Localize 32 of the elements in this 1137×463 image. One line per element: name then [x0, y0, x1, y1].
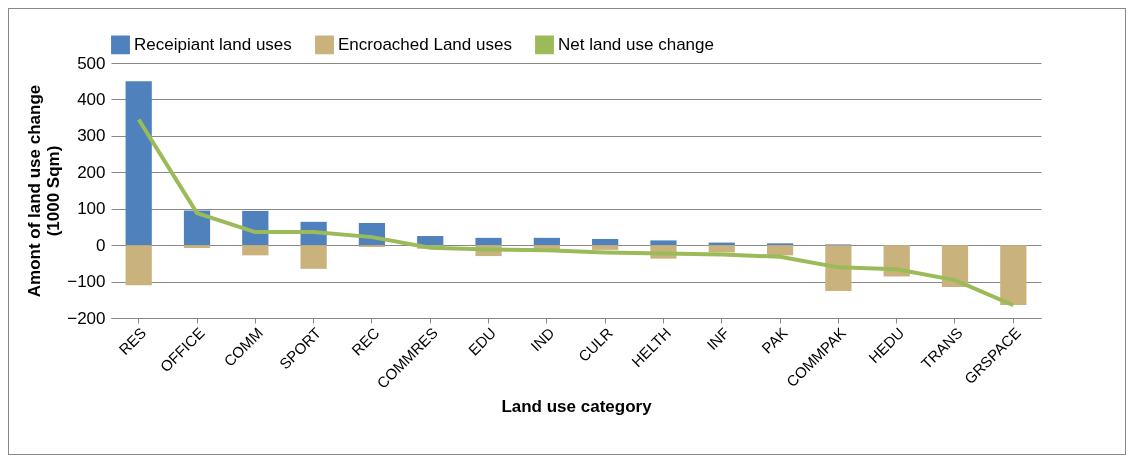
legend-label: Encroached Land uses — [338, 34, 512, 54]
y-tick-label: −100 — [67, 272, 106, 292]
y-tick-label: 100 — [77, 199, 106, 219]
x-axis-title: Land use category — [501, 397, 653, 417]
y-tick-label: 200 — [77, 162, 106, 182]
y-tick-label: 300 — [77, 126, 106, 146]
bar — [417, 236, 444, 246]
bar — [125, 245, 152, 286]
legend-label: Receipiant land uses — [134, 34, 292, 54]
bar — [825, 245, 852, 292]
x-tick-label: INF — [703, 324, 733, 354]
bar — [650, 240, 677, 246]
y-axis-title: Amont of land use change (1000 Sqm) — [25, 84, 64, 298]
bar — [125, 81, 152, 246]
bar — [592, 238, 619, 246]
legend-label: Net land use change — [558, 34, 714, 54]
bar — [1000, 245, 1027, 305]
bar — [708, 245, 735, 253]
bar — [242, 245, 269, 256]
bar — [300, 245, 327, 269]
bar — [475, 237, 502, 246]
y-tick-label: 500 — [77, 53, 106, 73]
x-tick-label: IND — [527, 323, 558, 355]
bar — [766, 245, 794, 256]
y-tick-label: 400 — [77, 89, 106, 109]
y-tick-label: −200 — [67, 308, 106, 328]
bar — [592, 245, 619, 250]
bar — [183, 210, 211, 246]
bar — [183, 245, 211, 249]
y-tick-label: 0 — [96, 235, 106, 255]
bar — [533, 237, 560, 246]
line-series — [136, 117, 1016, 308]
